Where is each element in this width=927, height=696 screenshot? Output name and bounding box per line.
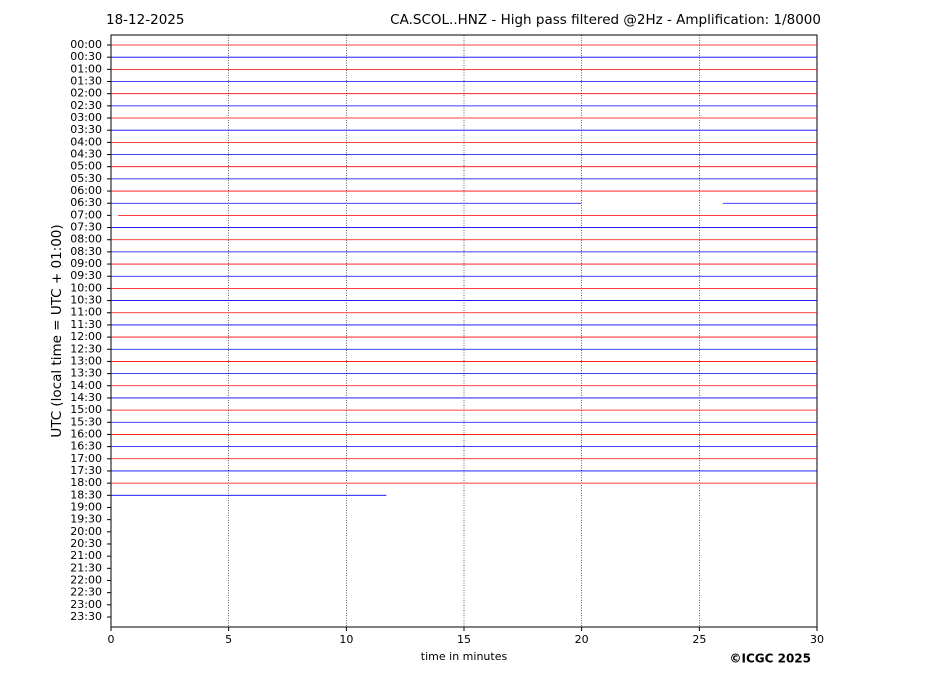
y-tick-label: 13:30 — [70, 367, 102, 380]
y-tick-label: 01:30 — [70, 75, 102, 88]
y-tick-label: 22:00 — [70, 573, 102, 586]
y-tick-label: 18:00 — [70, 476, 102, 489]
y-tick-label: 00:00 — [70, 38, 102, 51]
y-tick-label: 10:30 — [70, 294, 102, 307]
x-tick-label: 0 — [108, 633, 115, 646]
x-tick-label: 5 — [225, 633, 232, 646]
y-tick-label: 09:00 — [70, 257, 102, 270]
y-tick-label: 08:00 — [70, 233, 102, 246]
y-tick-label: 04:30 — [70, 148, 102, 161]
y-tick-label: 21:00 — [70, 549, 102, 562]
y-tick-label: 19:30 — [70, 513, 102, 526]
y-tick-label: 03:00 — [70, 111, 102, 124]
y-tick-label: 06:00 — [70, 184, 102, 197]
y-tick-label: 04:00 — [70, 135, 102, 148]
x-axis-label: time in minutes — [421, 650, 508, 663]
y-tick-label: 00:30 — [70, 50, 102, 63]
y-tick-label: 15:00 — [70, 403, 102, 416]
y-tick-label: 16:30 — [70, 440, 102, 453]
y-tick-label: 13:00 — [70, 354, 102, 367]
y-tick-label: 23:00 — [70, 598, 102, 611]
y-tick-label: 14:00 — [70, 379, 102, 392]
y-tick-label: 20:30 — [70, 537, 102, 550]
y-tick-label: 12:30 — [70, 342, 102, 355]
y-tick-label: 06:30 — [70, 196, 102, 209]
chart-title: CA.SCOL..HNZ - High pass filtered @2Hz -… — [390, 12, 821, 28]
y-axis-label: UTC (local time = UTC + 01:00) — [49, 224, 65, 437]
y-tick-label: 22:30 — [70, 586, 102, 599]
x-tick-label: 25 — [692, 633, 706, 646]
y-tick-label: 07:30 — [70, 221, 102, 234]
credit: ©ICGC 2025 — [729, 652, 811, 666]
y-tick-label: 16:00 — [70, 427, 102, 440]
y-tick-label: 07:00 — [70, 208, 102, 221]
y-tick-label: 05:30 — [70, 172, 102, 185]
y-tick-label: 19:00 — [70, 500, 102, 513]
y-tick-label: 02:00 — [70, 87, 102, 100]
y-tick-label: 14:30 — [70, 391, 102, 404]
y-tick-label: 17:00 — [70, 452, 102, 465]
y-tick-label: 23:30 — [70, 610, 102, 623]
x-tick-label: 30 — [810, 633, 824, 646]
y-tick-label: 15:30 — [70, 415, 102, 428]
y-tick-label: 09:30 — [70, 269, 102, 282]
y-tick-label: 05:00 — [70, 160, 102, 173]
y-tick-label: 17:30 — [70, 464, 102, 477]
y-tick-label: 03:30 — [70, 123, 102, 136]
y-tick-label: 02:30 — [70, 99, 102, 112]
y-tick-label: 01:00 — [70, 62, 102, 75]
y-tick-label: 20:00 — [70, 525, 102, 538]
x-tick-label: 10 — [339, 633, 353, 646]
y-tick-label: 08:30 — [70, 245, 102, 258]
chart-date: 18-12-2025 — [106, 12, 184, 28]
y-tick-label: 21:30 — [70, 561, 102, 574]
y-tick-label: 11:00 — [70, 306, 102, 319]
x-tick-label: 15 — [457, 633, 471, 646]
y-tick-label: 11:30 — [70, 318, 102, 331]
y-tick-label: 12:00 — [70, 330, 102, 343]
y-tick-label: 18:30 — [70, 488, 102, 501]
x-tick-label: 20 — [575, 633, 589, 646]
y-tick-label: 10:00 — [70, 281, 102, 294]
